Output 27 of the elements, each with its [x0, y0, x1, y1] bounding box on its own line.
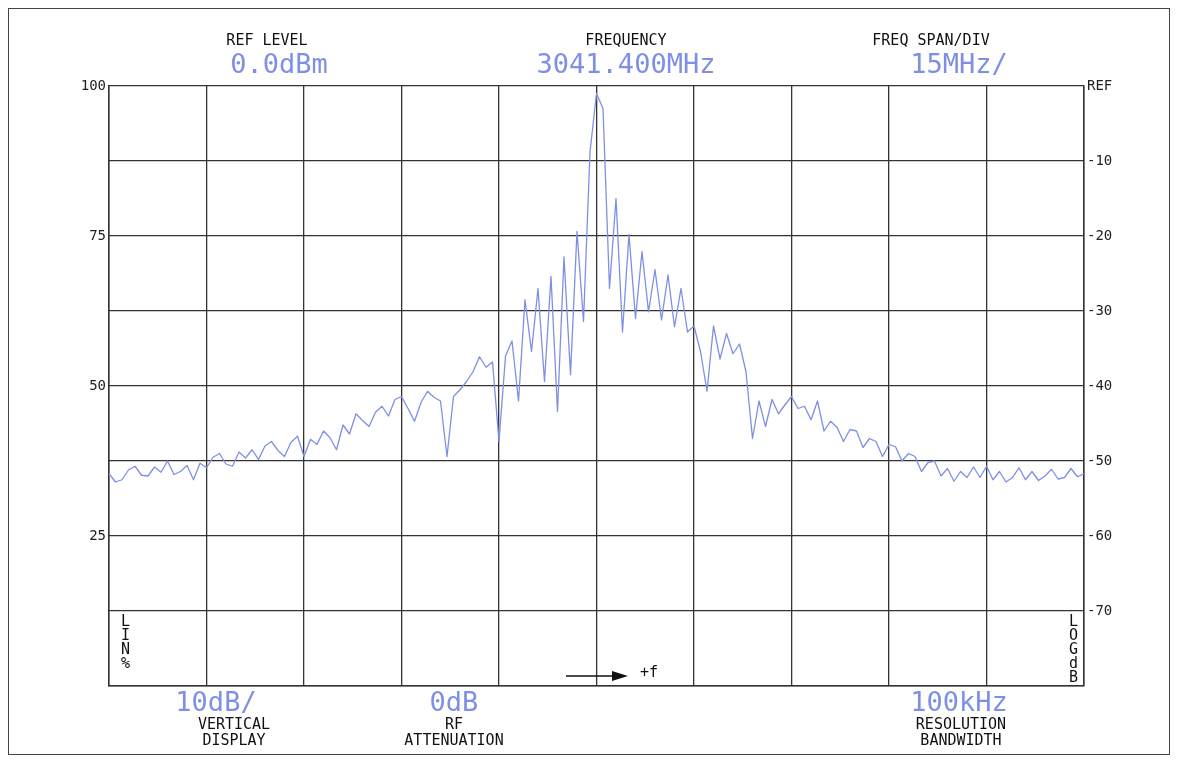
y-tick-label: -30 [1087, 301, 1113, 318]
y2-tick-label: 75 [89, 226, 106, 243]
y-tick-label: -20 [1087, 226, 1113, 243]
text: REF LEVEL [226, 31, 308, 49]
annotation: LIN % [121, 612, 131, 672]
text: FREQUENCY [585, 31, 667, 49]
text: 0dB [429, 686, 479, 717]
y2-tick-label: 25 [89, 526, 106, 543]
text: VERTICAL DISPLAY [197, 715, 271, 749]
text: FREQ SPAN/DIV [872, 31, 990, 49]
annotation: +f [639, 663, 659, 681]
y-tick-label: -40 [1087, 376, 1113, 393]
text: 100kHz [910, 686, 1008, 717]
text: 3041.400MHz [536, 48, 716, 79]
y-tick-label: -10 [1087, 151, 1113, 168]
y-tick-label: -50 [1087, 451, 1113, 468]
y2-tick-label: 100 [80, 76, 106, 93]
text: RESOLUTION BANDWIDTH [915, 715, 1007, 749]
annotation: LOG dB [1069, 612, 1079, 686]
text: RF ATTENUATION [404, 715, 504, 749]
text: 10dB/ [175, 686, 257, 717]
y2-tick-label: 50 [89, 376, 106, 393]
y-tick-label: -70 [1087, 601, 1113, 618]
y-tick-label: -60 [1087, 526, 1113, 543]
text: 15MHz/ [910, 48, 1008, 79]
text: 0.0dBm [230, 48, 328, 79]
y-tick-label: REF [1087, 76, 1113, 93]
